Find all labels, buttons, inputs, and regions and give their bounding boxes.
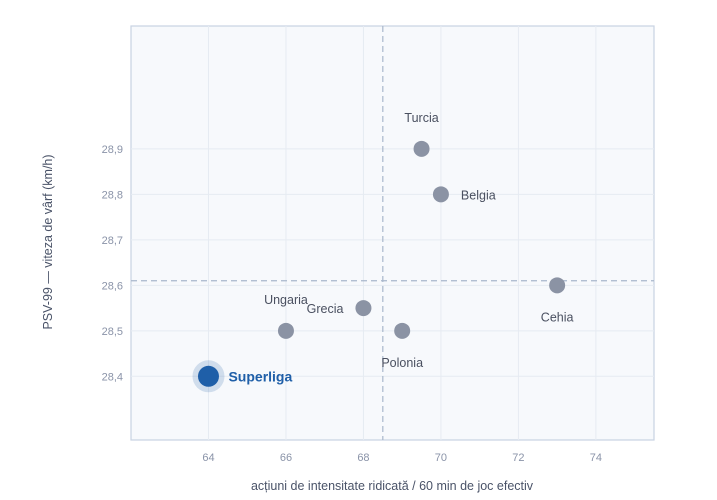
x-tick-label-4: 72 bbox=[512, 452, 524, 464]
point-label-turcia: Turcia bbox=[404, 111, 438, 125]
point-turcia bbox=[413, 140, 430, 157]
point-label-superliga: Superliga bbox=[228, 368, 292, 384]
y-tick-label-4: 28,8 bbox=[102, 189, 123, 201]
y-tick-label-1: 28,5 bbox=[102, 326, 123, 338]
y-tick-label-3: 28,7 bbox=[102, 235, 123, 247]
point-cehia bbox=[549, 277, 566, 294]
plot-background bbox=[130, 25, 655, 441]
x-axis-ticks: 64 66 68 70 72 74 bbox=[202, 452, 602, 464]
y-tick-label-2: 28,6 bbox=[102, 280, 123, 292]
x-tick-label-5: 74 bbox=[590, 452, 602, 464]
point-label-belgia: Belgia bbox=[461, 188, 496, 202]
point-label-polonia: Polonia bbox=[381, 356, 423, 370]
point-label-grecia: Grecia bbox=[307, 302, 344, 316]
point-polonia bbox=[394, 322, 411, 339]
x-axis-title: acțiuni de intensitate ridicată / 60 min… bbox=[251, 479, 534, 493]
point-grecia bbox=[355, 300, 372, 317]
x-tick-label-3: 70 bbox=[435, 452, 447, 464]
point-superliga bbox=[197, 365, 219, 387]
y-axis-ticks: 28,4 28,5 28,6 28,7 28,8 28,9 bbox=[102, 144, 123, 383]
y-tick-label-0: 28,4 bbox=[102, 371, 123, 383]
x-tick-label-1: 66 bbox=[280, 452, 292, 464]
x-tick-label-0: 64 bbox=[202, 452, 214, 464]
point-label-ungaria: Ungaria bbox=[264, 293, 308, 307]
x-tick-label-2: 68 bbox=[357, 452, 369, 464]
point-ungaria bbox=[277, 322, 294, 339]
y-axis-title: PSV-99 — viteza de vârf (km/h) bbox=[41, 154, 55, 329]
y-tick-label-5: 28,9 bbox=[102, 144, 123, 156]
point-label-cehia: Cehia bbox=[541, 310, 574, 324]
point-belgia bbox=[432, 186, 449, 203]
reference-lines bbox=[131, 26, 654, 440]
